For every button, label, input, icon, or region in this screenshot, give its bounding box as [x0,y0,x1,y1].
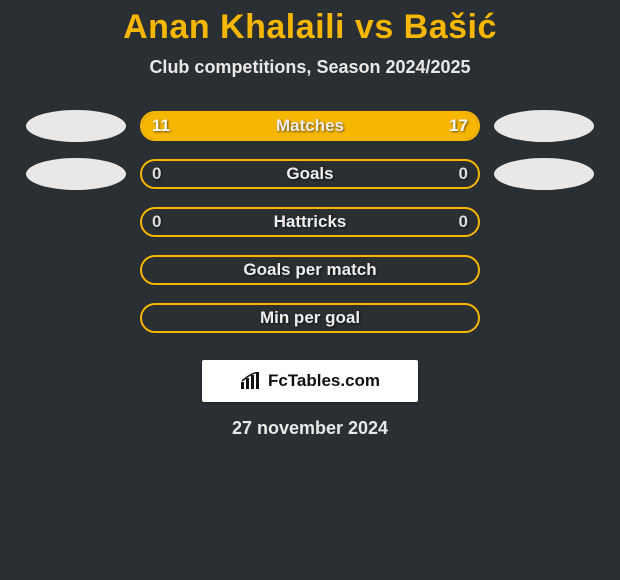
snapshot-date: 27 november 2024 [232,418,388,439]
stat-bar: Goals per match [140,255,480,285]
stat-bar: Min per goal [140,303,480,333]
page-subtitle: Club competitions, Season 2024/2025 [149,57,470,78]
player-left-photo [26,158,126,190]
stat-fill-right [273,113,478,139]
source-badge-text: FcTables.com [268,371,380,391]
stat-row: Min per goal [0,302,620,334]
stat-fill-left [142,113,273,139]
page-title: Anan Khalaili vs Bašić [123,8,497,47]
stat-label: Goals per match [142,260,478,280]
stat-value-right: 0 [459,212,468,232]
stat-row: 0 Goals 0 [0,158,620,190]
stat-bar: 0 Goals 0 [140,159,480,189]
stat-bar: 0 Hattricks 0 [140,207,480,237]
comparison-card: Anan Khalaili vs Bašić Club competitions… [0,0,620,439]
stat-row: Goals per match [0,254,620,286]
player-left-photo [26,110,126,142]
stat-label: Min per goal [142,308,478,328]
stats-list: 11 Matches 17 0 Goals 0 0 [0,110,620,334]
player-right-photo [494,158,594,190]
stat-label: Hattricks [142,212,478,232]
stat-value-right: 0 [459,164,468,184]
player-right-photo [494,110,594,142]
stat-row: 11 Matches 17 [0,110,620,142]
stat-value-left: 0 [152,212,161,232]
source-badge[interactable]: FcTables.com [202,360,418,402]
stat-row: 0 Hattricks 0 [0,206,620,238]
bar-chart-icon [240,372,262,390]
stat-label: Goals [142,164,478,184]
stat-value-left: 0 [152,164,161,184]
stat-bar: 11 Matches 17 [140,111,480,141]
